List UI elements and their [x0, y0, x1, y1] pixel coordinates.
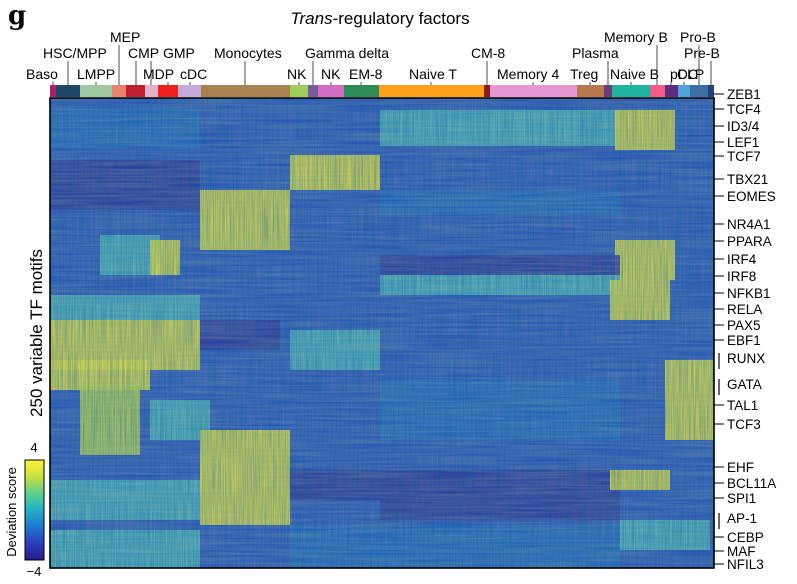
colorbar-title: Deviation score — [4, 467, 19, 557]
cell-type-label: NK — [287, 66, 307, 82]
cell-type-swatch — [80, 85, 112, 97]
tf-label: TAL1 — [727, 398, 758, 413]
cell-type-label: LMPP — [77, 66, 115, 82]
cell-type-label: MEP — [110, 29, 140, 45]
cell-type-swatch — [604, 85, 612, 97]
tf-label: TBX21 — [727, 172, 768, 187]
tf-label: RUNX — [727, 351, 765, 366]
tf-label: EHF — [727, 460, 754, 475]
cell-type-swatch — [178, 85, 201, 97]
cell-type-swatch — [126, 85, 145, 97]
tf-label: CEBP — [727, 530, 764, 545]
colorbar-min-label: −4 — [27, 564, 42, 579]
tf-label: IRF4 — [727, 252, 757, 267]
cell-type-swatch — [145, 85, 158, 97]
tf-label: ID3/4 — [727, 119, 760, 134]
cell-type-swatch — [344, 85, 379, 97]
cell-type-swatch — [678, 85, 690, 97]
cell-type-label: Gamma delta — [305, 45, 389, 61]
cell-type-swatch — [690, 85, 708, 97]
cell-type-swatch — [158, 85, 178, 97]
cell-type-label: CLP — [677, 66, 704, 82]
cell-type-label: Memory 4 — [497, 66, 559, 82]
tf-label: AP-1 — [727, 511, 757, 526]
cell-type-color-strip — [50, 85, 714, 97]
cell-type-label: CM-8 — [471, 45, 505, 61]
tf-label: PPARA — [727, 234, 772, 249]
tf-label: SPI1 — [727, 491, 756, 506]
chart-title: Trans-regulatory factors — [290, 9, 469, 28]
cell-type-swatch — [112, 85, 126, 97]
cell-type-label: Plasma — [572, 45, 619, 61]
cell-type-label: NK — [321, 66, 341, 82]
tf-label: EBF1 — [727, 333, 761, 348]
tf-label: NFIL3 — [727, 557, 764, 572]
cell-type-swatch — [379, 85, 484, 97]
cell-type-swatch — [490, 85, 577, 97]
colorbar: 4 −4 Deviation score — [4, 440, 45, 579]
tf-label: TCF4 — [727, 102, 761, 117]
colorbar-gradient — [24, 459, 45, 561]
cell-type-swatch — [665, 85, 678, 97]
cell-type-label: pDC — [670, 66, 698, 82]
cell-type-label: HSC/MPP — [43, 45, 107, 61]
cell-type-label: GMP — [163, 45, 195, 61]
cell-type-swatch — [201, 85, 290, 97]
tf-label: EOMES — [727, 189, 776, 204]
cell-type-label: Treg — [570, 66, 598, 82]
cell-type-label: cDC — [180, 66, 207, 82]
cell-type-label: Monocytes — [214, 45, 282, 61]
tf-label: GATA — [727, 377, 762, 392]
cell-type-swatch — [484, 85, 490, 97]
tf-label: BCL11A — [727, 476, 776, 491]
cell-type-swatch — [612, 85, 650, 97]
tf-label: MAF — [727, 544, 756, 559]
cell-type-label: Memory B — [604, 29, 668, 45]
tf-label: TCF7 — [727, 149, 761, 164]
cell-type-label: Naive T — [409, 66, 457, 82]
cell-type-swatch — [708, 85, 714, 97]
cell-type-swatch — [56, 85, 80, 97]
heatmap-frame — [49, 97, 715, 569]
cell-type-swatch — [577, 85, 604, 97]
tf-label: TCF3 — [727, 417, 761, 432]
heatmap-body — [50, 98, 714, 568]
cell-type-label: CMP — [128, 45, 159, 61]
cell-type-swatch — [308, 85, 318, 97]
cell-type-label: Baso — [26, 66, 58, 82]
cell-type-label: MDP — [143, 66, 174, 82]
cell-type-swatch — [290, 85, 308, 97]
cell-type-label: Naive B — [610, 66, 659, 82]
colorbar-max-label: 4 — [30, 440, 37, 455]
cell-type-label: Pro-B — [680, 29, 716, 45]
tf-label: LEF1 — [727, 135, 759, 150]
tf-label: PAX5 — [727, 318, 761, 333]
cell-type-label: EM-8 — [349, 66, 383, 82]
tf-label: ZEB1 — [727, 87, 761, 102]
tf-label: NR4A1 — [727, 217, 771, 232]
y-axis-label: 250 variable TF motifs — [27, 249, 46, 417]
tf-label: NFKB1 — [727, 286, 771, 301]
panel-letter: g — [8, 1, 26, 31]
cell-type-swatch — [650, 85, 665, 97]
cell-type-swatch — [318, 85, 344, 97]
tf-label: RELA — [727, 302, 762, 317]
cell-type-swatch — [50, 85, 56, 97]
cell-type-label: Pre-B — [684, 45, 720, 61]
tf-label: IRF8 — [727, 269, 756, 284]
